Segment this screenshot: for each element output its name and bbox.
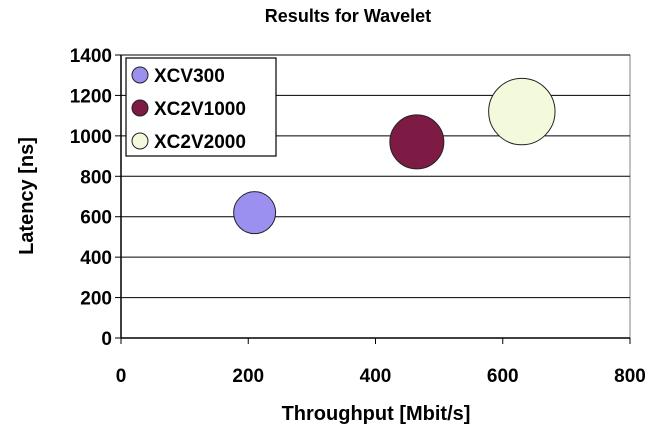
y-tick-label: 1200: [70, 86, 112, 107]
x-tick-label: 600: [487, 366, 519, 387]
legend-marker-xcv300: [131, 66, 149, 84]
x-axis-label: Throughput [Mbit/s]: [282, 403, 471, 425]
legend-marker-xc2v1000: [131, 99, 149, 117]
x-tick-label: 400: [360, 366, 392, 387]
y-tick-label: 600: [80, 208, 112, 229]
y-tick-labels: 0 200 400 600 800 1000 1200 1400: [70, 46, 121, 350]
y-tick-label: 0: [101, 329, 112, 350]
x-tick-label: 800: [614, 366, 646, 387]
x-tick-labels: 0 200 400 600 800: [116, 338, 646, 387]
bubbles: [233, 77, 556, 235]
y-tick-label: 1000: [70, 127, 112, 148]
chart-title: Results for Wavelet: [265, 6, 431, 26]
y-axis-label: Latency [ns]: [16, 137, 38, 255]
bubble-xc2v2000: [488, 77, 556, 146]
bubble-xc2v1000: [389, 114, 445, 170]
y-tick-label: 1400: [70, 46, 112, 67]
legend-label: XC2V1000: [154, 99, 246, 120]
y-tick-label: 200: [80, 289, 112, 310]
legend-label: XC2V2000: [154, 132, 246, 153]
y-tick-label: 400: [80, 248, 112, 269]
x-tick-label: 0: [116, 366, 127, 387]
x-tick-label: 200: [232, 366, 264, 387]
legend-label: XCV300: [154, 66, 225, 87]
bubble-xcv300: [233, 191, 277, 235]
legend: XCV300 XC2V1000 XC2V2000: [125, 57, 277, 157]
y-tick-label: 800: [80, 167, 112, 188]
legend-marker-xc2v2000: [131, 132, 149, 150]
legend-box: [125, 57, 277, 157]
